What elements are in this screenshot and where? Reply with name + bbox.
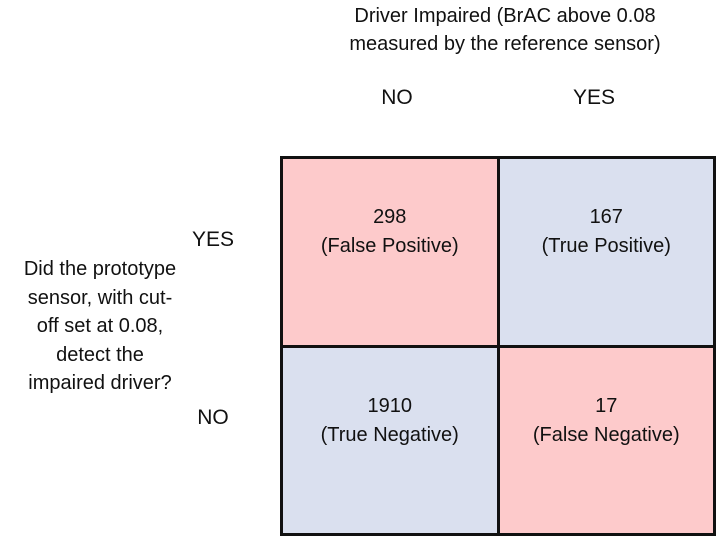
column-label-no: NO (381, 86, 413, 109)
row-axis-question-line: off set at 0.08, (36, 315, 164, 337)
cell-kind-label: (True Positive) (541, 235, 671, 257)
row-axis-question-line: impaired driver? (28, 372, 172, 394)
row-label-no: NO (197, 406, 229, 429)
column-axis-title-line-1: Driver Impaired (BrAC above 0.08 (354, 5, 656, 27)
cell-count: 298 (373, 206, 407, 228)
cell-kind-label: (False Negative) (532, 423, 680, 446)
row-axis-question-line: sensor, with cut- (27, 286, 173, 309)
cell-false-positive: 298 (False Positive) (283, 159, 497, 345)
column-label-yes: YES (572, 86, 616, 109)
row-label-yes: YES (191, 228, 235, 251)
cell-kind-label: (False Positive) (320, 235, 459, 257)
row-axis-question: Did the prototype sensor, with cut- off … (5, 255, 195, 398)
cell-true-negative: 1910 (True Negative) (283, 347, 497, 533)
column-axis-title-line-2: measured by the reference sensor) (349, 33, 661, 55)
cell-true-positive: 167 (True Positive) (499, 159, 713, 345)
column-axis-title: Driver Impaired (BrAC above 0.08 measure… (310, 2, 700, 58)
cell-count: 167 (589, 206, 623, 228)
row-axis-question-line: Did the prototype (23, 258, 177, 280)
confusion-matrix: 298 (False Positive) 167 (True Positive)… (280, 156, 716, 536)
cell-count: 17 (595, 394, 618, 417)
cell-count: 1910 (367, 394, 413, 417)
row-axis-question-line: detect the (56, 343, 144, 366)
cell-kind-label: (True Negative) (320, 423, 459, 446)
cell-false-negative: 17 (False Negative) (499, 347, 713, 533)
